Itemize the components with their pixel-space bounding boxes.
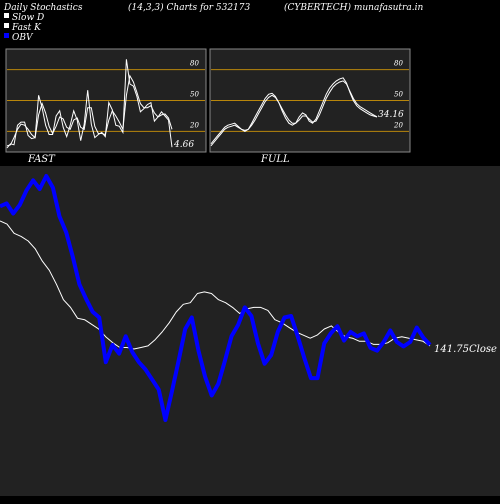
- legend-swatch-obv: [4, 33, 9, 38]
- fast-series-lines: [6, 59, 173, 149]
- fast-y-tick-label: 20: [189, 121, 199, 129]
- header-title-right: (CYBERTECH) munafasutra.in: [284, 2, 423, 13]
- fast-last-value: 4.66: [173, 140, 194, 150]
- close-price-line: [0, 220, 431, 350]
- main-panel-background: [0, 166, 500, 496]
- full-last-value: 34.16: [378, 110, 404, 120]
- fast-y-tick-label: 80: [190, 60, 199, 68]
- legend-label-slow-d: Slow D: [12, 13, 44, 23]
- legend-swatch-slow-d: [4, 13, 9, 18]
- full-series-lines: [210, 77, 378, 147]
- main-last-value-suffix: Close: [469, 344, 497, 355]
- obv-line: [0, 174, 432, 422]
- main-last-value-number: 141.75: [434, 344, 469, 355]
- full-y-tick-label: 50: [394, 91, 403, 99]
- full-y-tick-label: 80: [394, 60, 403, 68]
- fast-panel: 20 50 80 4.66 FAST: [5, 48, 207, 165]
- header-title-left: Daily Stochastics: [3, 3, 83, 13]
- main-panel: 141.75Close: [0, 166, 500, 496]
- full-panel-label: FULL: [260, 154, 290, 165]
- full-y-ticks: 20 50 80: [393, 60, 403, 130]
- fast-panel-label: FAST: [27, 154, 56, 165]
- full-panel: 20 50 80 34.16 FULL: [209, 48, 411, 165]
- main-last-value: 141.75Close: [434, 344, 497, 355]
- fast-y-ticks: 20 50 80: [189, 60, 199, 130]
- fast-slow-d-line: [6, 74, 173, 147]
- fast-y-tick-label: 50: [190, 91, 199, 99]
- legend-label-fast-k: Fast K: [11, 23, 42, 33]
- header-title-mid: (14,3,3) Charts for 532173: [128, 2, 250, 13]
- full-y-tick-label: 20: [393, 121, 403, 129]
- full-slow-d-line: [210, 80, 378, 147]
- legend-label-obv: OBV: [12, 33, 34, 43]
- main-series-lines: [0, 174, 432, 422]
- legend-swatch-fast-k: [4, 23, 9, 28]
